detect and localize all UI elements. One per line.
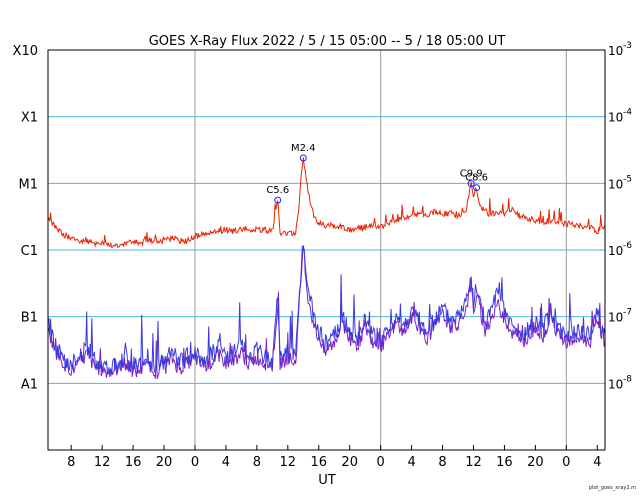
x-tick-label: 4 bbox=[407, 455, 415, 470]
x-tick-label: 12 bbox=[94, 455, 111, 470]
x-tick-label: 4 bbox=[593, 455, 601, 470]
flux-decade-label: 10 bbox=[608, 377, 623, 391]
x-tick-label: 20 bbox=[527, 455, 544, 470]
flux-decade-label: 10 bbox=[608, 244, 623, 258]
series-layer bbox=[47, 157, 606, 379]
x-tick-label: 0 bbox=[377, 455, 385, 470]
flare-class-label: C1 bbox=[21, 244, 38, 259]
flare-class-label: B1 bbox=[21, 311, 38, 326]
flare-peak-label: M2.4 bbox=[291, 143, 316, 154]
flux-decade-label: 10 bbox=[608, 177, 623, 191]
chart-title: GOES X-Ray Flux 2022 / 5 / 15 05:00 -- 5… bbox=[149, 34, 506, 49]
plot-frame bbox=[47, 49, 606, 451]
x-tick-label: 16 bbox=[496, 455, 513, 470]
x-tick-label: 4 bbox=[222, 455, 230, 470]
flare-class-label: M1 bbox=[19, 177, 39, 192]
xrs-short-line bbox=[47, 245, 606, 375]
x-tick-label: 20 bbox=[156, 455, 173, 470]
flare-class-label: X10 bbox=[13, 44, 38, 59]
x-tick-label: 12 bbox=[465, 455, 482, 470]
flare-peak-marker bbox=[467, 180, 475, 188]
xrs-short-secondary-line bbox=[47, 245, 606, 379]
flare-class-label: A1 bbox=[21, 377, 38, 392]
flux-decade-label: 10 bbox=[608, 311, 623, 325]
x-tick-label: 8 bbox=[67, 455, 75, 470]
x-tick-label: 8 bbox=[438, 455, 446, 470]
x-axis-ticks: 8 12 16 20 0 4 8 12 16 20 0 4 8 12 16 20 0 4 bbox=[67, 445, 601, 470]
flux-decade-exponent: -6 bbox=[623, 241, 632, 251]
x-tick-label: 0 bbox=[562, 455, 570, 470]
flare-peak-label: C9.9 bbox=[460, 169, 483, 180]
x-axis-label: UT bbox=[318, 473, 336, 488]
flux-decade-label: 10 bbox=[608, 44, 623, 58]
flux-decade-exponent: -8 bbox=[623, 374, 632, 384]
xrs-long-line bbox=[47, 157, 606, 248]
flare-peak-label: C8.6 bbox=[465, 173, 488, 184]
flare-class-label: X1 bbox=[21, 111, 38, 126]
x-tick-label: 16 bbox=[310, 455, 327, 470]
y-axis-left-labels: A1 B1 C1 M1 X1 X10 bbox=[13, 44, 38, 392]
y-axis-right-labels: 10-810-710-610-510-410-3 bbox=[608, 41, 632, 391]
x-tick-label: 0 bbox=[191, 455, 199, 470]
flare-peak-marker bbox=[274, 196, 282, 204]
x-tick-label: 8 bbox=[253, 455, 261, 470]
grid-layer bbox=[48, 50, 605, 450]
x-tick-label: 16 bbox=[125, 455, 142, 470]
flux-decade-label: 10 bbox=[608, 111, 623, 125]
x-tick-label: 20 bbox=[341, 455, 358, 470]
flare-peak-marker bbox=[473, 184, 481, 192]
flux-decade-exponent: -4 bbox=[623, 108, 632, 118]
flare-peak-label: C5.6 bbox=[266, 185, 289, 196]
flux-decade-exponent: -5 bbox=[623, 174, 632, 184]
credit-text: plot_goes_xray2.m bbox=[589, 485, 636, 491]
x-tick-label: 12 bbox=[280, 455, 297, 470]
flux-decade-exponent: -3 bbox=[623, 41, 632, 51]
flare-annotations: C5.6 M2.4 C9.9C8.6 bbox=[266, 143, 488, 204]
flare-peak-marker bbox=[299, 154, 307, 162]
flux-decade-exponent: -7 bbox=[623, 308, 632, 318]
